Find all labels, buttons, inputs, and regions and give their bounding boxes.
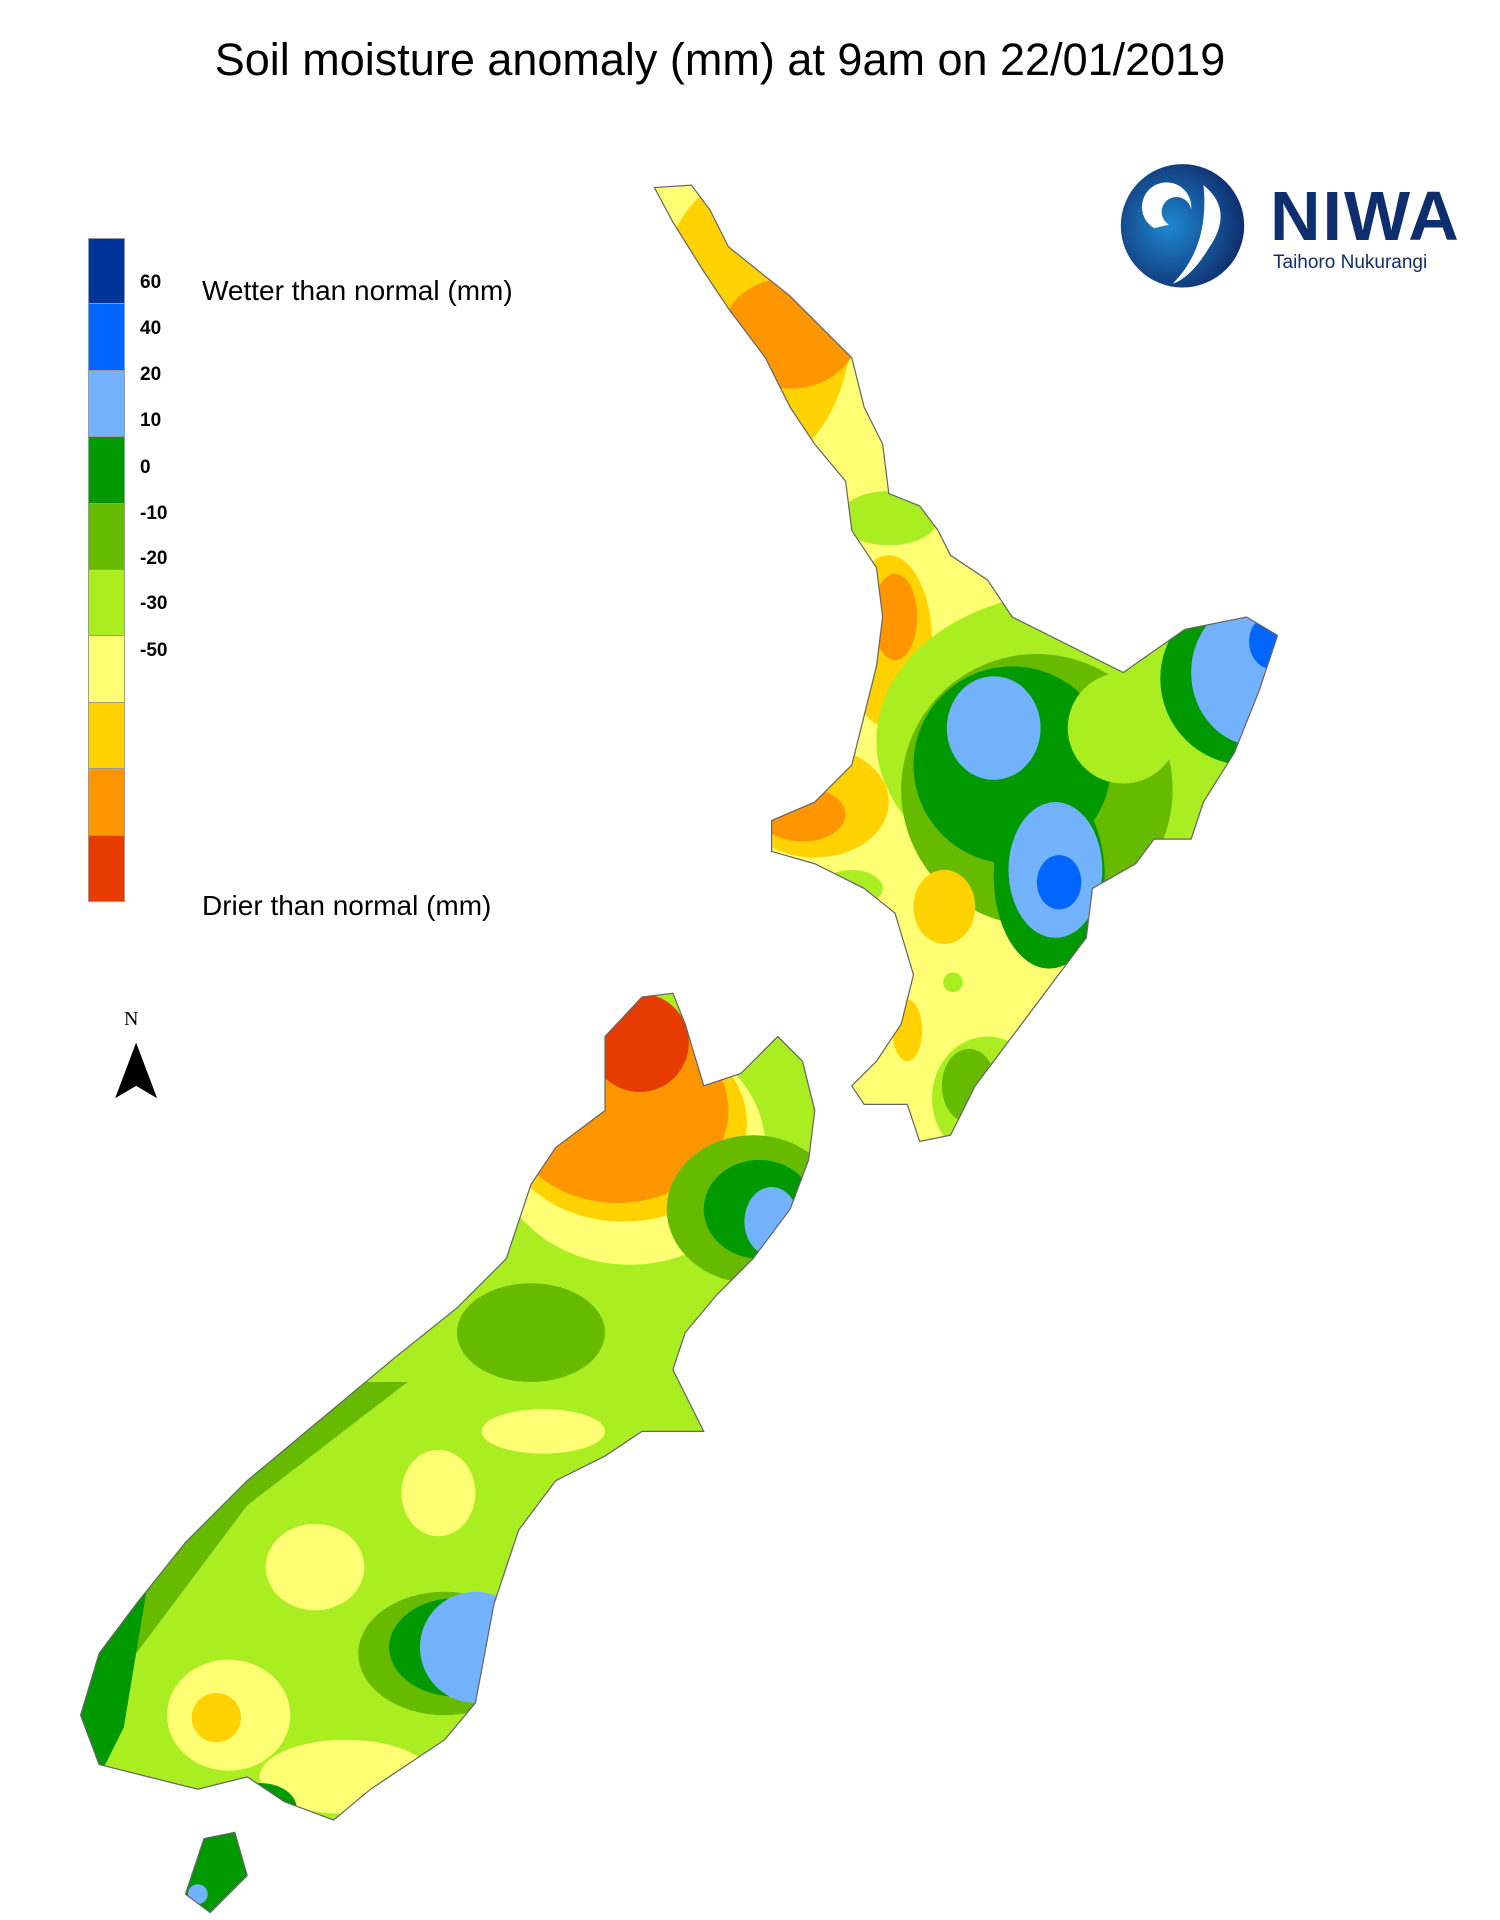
legend-drier-label: Drier than normal (mm) <box>202 890 492 921</box>
legend-swatch-minus30-minus20 <box>88 702 125 770</box>
niwa-logo-tagline: Taihoro Nukurangi <box>1273 252 1428 273</box>
niwa-logo-text: NIWA <box>1270 177 1461 255</box>
legend-swatch-above-60 <box>88 238 125 305</box>
legend-swatch-below-minus50 <box>88 835 125 902</box>
legend-tick: 60 <box>140 272 162 293</box>
legend-swatch-minus10-0 <box>88 569 125 637</box>
legend-tick: -50 <box>140 640 168 661</box>
color-legend <box>88 238 125 902</box>
legend-tick: -20 <box>140 548 168 569</box>
legend-tick: 20 <box>140 364 162 385</box>
legend-tick: 40 <box>140 318 162 339</box>
legend-swatch-0-10 <box>88 503 125 570</box>
legend-tick: 10 <box>140 410 162 431</box>
north-arrow-label: N <box>124 1008 139 1030</box>
legend-tick: 0 <box>140 457 151 478</box>
map-title: Soil moisture anomaly (mm) at 9am on 22/… <box>214 34 1226 85</box>
legend-swatch-40-60 <box>88 304 125 371</box>
legend-swatch-10-20 <box>88 437 125 504</box>
legend-swatch-minus20-minus10 <box>88 636 125 703</box>
legend-swatch-20-40 <box>88 370 125 438</box>
niwa-logo-emblem <box>1120 164 1245 288</box>
legend-swatch-minus50-minus30 <box>88 769 125 836</box>
north-island <box>654 185 1278 1142</box>
legend-tick: -30 <box>140 593 168 614</box>
legend-wetter-label: Wetter than normal (mm) <box>202 275 513 306</box>
legend-tick: -10 <box>140 503 168 524</box>
north-arrow-icon <box>115 1042 158 1099</box>
